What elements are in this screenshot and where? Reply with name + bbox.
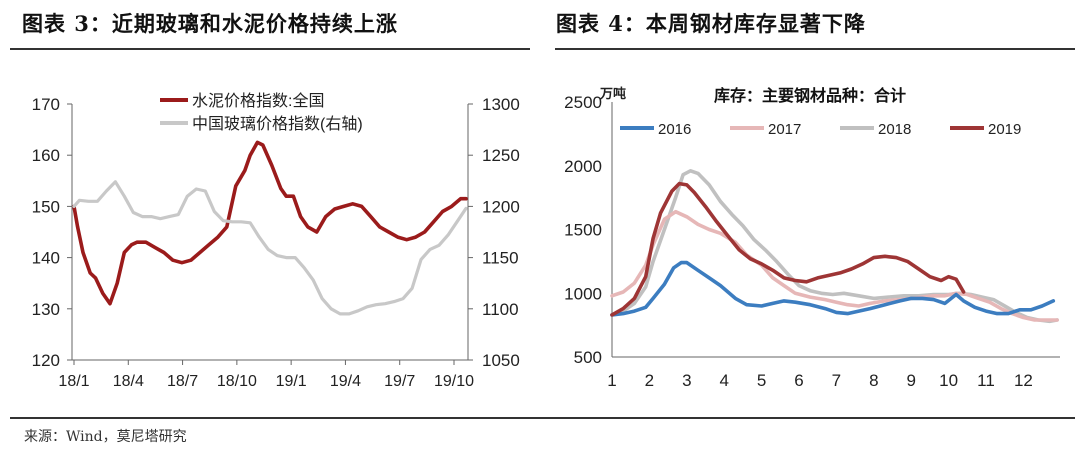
y-tick-label: 2000 [564, 157, 602, 176]
legend-label: 2016 [658, 121, 691, 138]
y-tick-label: 1500 [564, 221, 602, 240]
series-line-2018 [612, 171, 1057, 321]
x-tick-label: 11 [977, 371, 995, 390]
source-note: 来源：Wind，莫尼塔研究 [24, 426, 187, 446]
x-tick-label: 2 [645, 371, 654, 390]
x-tick-label: 3 [682, 371, 691, 390]
x-tick-label: 12 [1014, 371, 1033, 390]
x-tick-label: 1 [607, 371, 616, 390]
y-tick-label: 500 [574, 348, 602, 367]
unit-label: 万吨 [599, 86, 626, 101]
legend-label: 2018 [878, 121, 911, 138]
legend-label: 2019 [988, 121, 1021, 138]
chart-title: 库存：主要钢材品种：合计 [714, 86, 906, 105]
y-tick-label: 2500 [564, 93, 602, 112]
x-tick-label: 5 [757, 371, 766, 390]
x-tick-label: 8 [869, 371, 878, 390]
x-tick-label: 6 [794, 371, 803, 390]
x-tick-label: 4 [719, 371, 728, 390]
x-tick-label: 7 [832, 371, 841, 390]
x-tick-label: 9 [906, 371, 915, 390]
x-tick-label: 10 [939, 371, 958, 390]
series-line-2016 [612, 263, 1053, 315]
y-tick-label: 1000 [564, 284, 602, 303]
legend-label: 2017 [768, 121, 801, 138]
